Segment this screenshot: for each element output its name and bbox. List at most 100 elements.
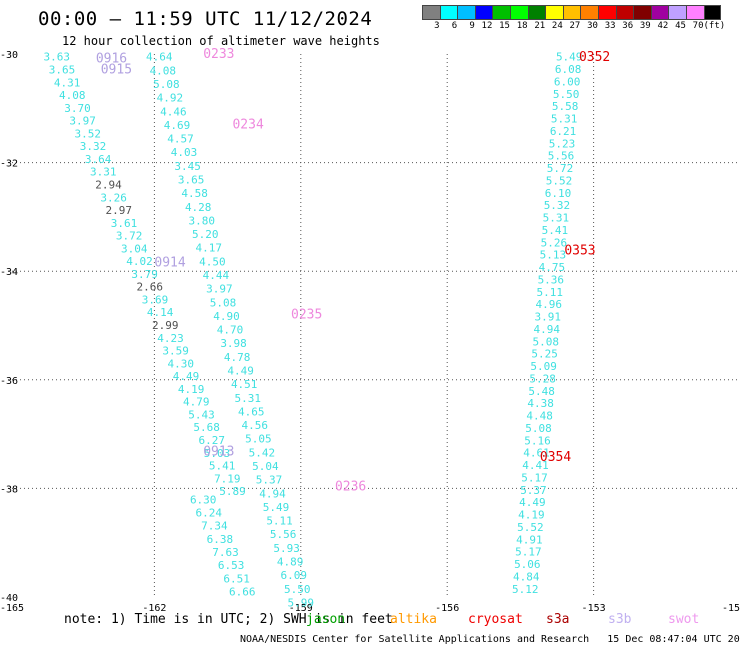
wave-height-value: 5.03 (204, 447, 231, 460)
pass-time-label: 0234 (232, 118, 263, 133)
legend-label: 30 (587, 21, 598, 31)
legend-swatch (562, 5, 581, 20)
wave-height-value: 5.08 (532, 335, 559, 348)
wave-height-value: 3.52 (75, 127, 102, 140)
wave-height-value: 5.49 (263, 501, 290, 514)
wave-height-value: 4.17 (196, 242, 223, 255)
wave-height-value: 3.69 (142, 293, 169, 306)
wave-height-value: 5.43 (188, 408, 215, 421)
legend-swatch (492, 5, 510, 20)
wave-height-value: 5.93 (273, 542, 300, 555)
wave-height-value: 4.44 (203, 269, 230, 282)
map-title: 00:00 — 11:59 UTC 11/12/2024 (38, 8, 373, 30)
wave-height-value: 5.17 (515, 546, 542, 559)
legend-label: 21 (534, 21, 546, 31)
wave-height-value: 3.97 (206, 283, 233, 296)
wave-height-value: 5.49 (556, 51, 583, 64)
legend-label: 24 (551, 21, 563, 31)
wave-height-value: 5.68 (193, 421, 220, 434)
wave-height-value: 7.34 (201, 520, 228, 533)
wave-height-value: 4.31 (54, 76, 81, 89)
legend-label: 3 (434, 21, 440, 31)
wave-height-value: 4.46 (160, 105, 187, 118)
wave-height-value: 3.61 (111, 217, 138, 230)
wave-height-value: 6.10 (545, 187, 572, 200)
wave-height-value: 5.56 (548, 150, 575, 163)
credit-text: NOAA/NESDIS Center for Satellite Applica… (240, 634, 590, 645)
lat-tick-label: -32 (0, 159, 18, 170)
wave-height-value: 4.51 (231, 378, 258, 391)
wave-height-value: 5.31 (234, 392, 261, 405)
legend-label: 70 (692, 21, 704, 31)
legend-swatch (422, 5, 440, 20)
wave-height-value: 6.00 (554, 75, 581, 88)
lat-tick-label: -30 (0, 50, 18, 61)
legend-swatch (509, 5, 528, 20)
wave-height-value: 4.79 (183, 396, 210, 409)
wave-height-value: 5.52 (546, 174, 573, 187)
wave-height-value: 5.36 (538, 273, 565, 286)
wave-height-value: 5.09 (530, 360, 557, 373)
footer-credit: NOAA/NESDIS Center for Satellite Applica… (240, 634, 740, 645)
satellite-legend-s3b: s3b (608, 612, 632, 627)
legend-swatch (615, 5, 634, 20)
legend-swatch (439, 5, 458, 20)
wave-height-value: 2.94 (95, 178, 122, 191)
wave-height-value: 2.97 (106, 204, 133, 217)
wave-height-value: 3.98 (220, 337, 247, 350)
wave-height-value: 4.08 (59, 89, 86, 102)
lon-tick-label: -153 (582, 603, 606, 614)
wave-height-value: 4.61 (523, 447, 550, 460)
wave-height-value: 4.08 (150, 64, 177, 77)
wave-height-value: 5.31 (543, 212, 570, 225)
pass-time-label: 0352 (579, 50, 610, 65)
axis-tick-labels: -165 -162 -159 -156 -153 -15 -30 -32 -34 -36 -38 -4… (0, 50, 740, 614)
wave-height-value: 5.52 (517, 521, 544, 534)
legend-swatch (633, 5, 651, 20)
wave-height-value: 2.66 (137, 281, 164, 294)
legend-swatch (597, 5, 616, 20)
wave-height-value: 4.56 (242, 419, 269, 432)
wave-height-value: 6.08 (555, 63, 582, 76)
wave-height-value: 4.19 (518, 509, 545, 522)
footer-note: note: 1) Time is in UTC; 2) SWH is in fe… (64, 612, 393, 627)
wave-height-value: 4.58 (181, 187, 208, 200)
wave-height-value: 5.41 (209, 460, 236, 473)
lon-tick-label: -159 (289, 603, 313, 614)
wave-height-value: 5.08 (210, 296, 237, 309)
wave-height-value: 4.14 (147, 306, 174, 319)
wave-height-value: 4.75 (539, 261, 566, 274)
wave-height-value: 7.19 (214, 472, 241, 485)
legend-swatch (474, 5, 493, 20)
legend-label: 27 (569, 21, 581, 31)
wave-height-value: 4.38 (527, 397, 554, 410)
legend-label: 42 (657, 21, 669, 31)
wave-height-value: 4.30 (168, 357, 195, 370)
wave-height-value: 6.66 (229, 586, 256, 599)
legend-label: 33 (604, 21, 616, 31)
wave-height-value: 5.48 (528, 385, 555, 398)
pass-time-label: 0915 (101, 63, 132, 78)
wave-height-value: 5.72 (547, 162, 574, 175)
lon-tick-label: -162 (142, 603, 166, 614)
pass-time-label: 0916 (96, 51, 127, 66)
pass-time-label: 0913 (203, 444, 234, 459)
wave-height-value: 6.24 (196, 506, 223, 519)
wave-height-value: 6.27 (199, 434, 226, 447)
pass-time-label: 0236 (335, 480, 366, 495)
wave-height-value: 4.50 (199, 255, 226, 268)
wave-height-value: 5.05 (245, 433, 272, 446)
wave-height-value: 5.89 (219, 485, 246, 498)
wave-height-value: 4.78 (224, 351, 251, 364)
legend-swatch (545, 5, 563, 20)
pass-time-label: 0914 (154, 255, 185, 270)
wave-height-value: 4.28 (185, 201, 212, 214)
legend-label: (ft) (703, 21, 726, 31)
pass-time-label: 0354 (540, 450, 571, 465)
legend-swatch (580, 5, 598, 20)
legend-label: 6 (451, 21, 458, 31)
wave-height-value: 3.79 (131, 268, 158, 281)
wave-height-value: 6.51 (223, 572, 250, 585)
pass-time-label: 0353 (564, 243, 595, 258)
